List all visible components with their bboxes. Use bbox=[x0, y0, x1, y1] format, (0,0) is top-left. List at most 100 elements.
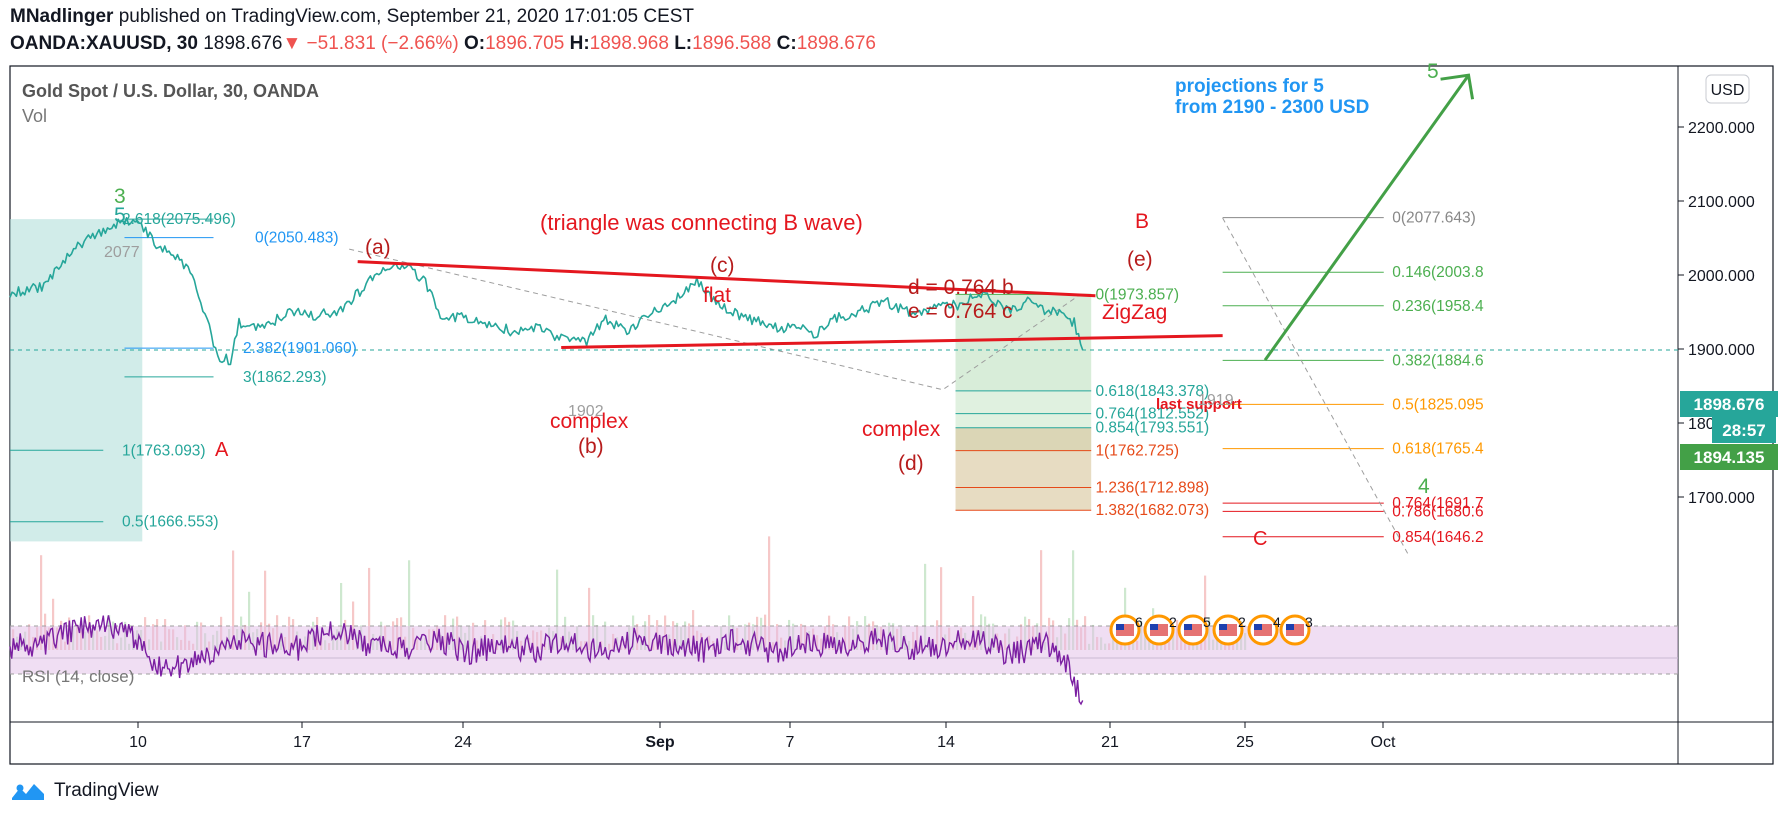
countdown-tag bbox=[1712, 417, 1776, 443]
fib-label: 0(2050.483) bbox=[255, 230, 339, 247]
complex-b-label: complex bbox=[550, 410, 629, 433]
fib-label: 0.618(1765.4 bbox=[1392, 441, 1484, 458]
countdown-text: 28:57 bbox=[1722, 421, 1765, 440]
wave-connector bbox=[349, 248, 1079, 391]
fib-label: 0(1973.857) bbox=[1095, 286, 1179, 303]
down-arrow-icon: ▼ bbox=[282, 33, 302, 54]
wave-4-label: 4 bbox=[1418, 475, 1430, 498]
legend-rsi: RSI (14, close) bbox=[22, 667, 134, 686]
wave-b-label: (b) bbox=[578, 435, 604, 458]
volume-bar bbox=[248, 591, 251, 650]
event-count[interactable]: 5 bbox=[1203, 614, 1211, 630]
event-count[interactable]: 3 bbox=[1305, 614, 1313, 630]
legend-title: Gold Spot / U.S. Dollar, 30, OANDA bbox=[22, 81, 319, 101]
y-tick-label: 2100.000 bbox=[1688, 194, 1755, 211]
legend-vol: Vol bbox=[22, 106, 47, 126]
projection-arrowhead[interactable] bbox=[1440, 73, 1475, 100]
triangle-lower-line[interactable] bbox=[561, 334, 1223, 350]
current-price-text: 1898.676 bbox=[1694, 395, 1765, 414]
open-label: O: bbox=[463, 33, 486, 54]
projection-arrow-line[interactable] bbox=[1263, 74, 1470, 361]
currency-button[interactable]: USD bbox=[1705, 74, 1750, 104]
wave-a-label: (a) bbox=[365, 236, 391, 259]
volume-bar bbox=[340, 582, 343, 650]
price-tags: 1898.676 28:57 1894.135 bbox=[1680, 391, 1778, 470]
economic-events[interactable]: 6 2 5 2 4 3 bbox=[1109, 614, 1313, 646]
x-tick-label: Sep bbox=[645, 734, 675, 751]
volume-bar bbox=[264, 570, 267, 650]
volume-bar bbox=[588, 587, 591, 650]
event-count[interactable]: 2 bbox=[1169, 614, 1177, 630]
wave-e-label: (e) bbox=[1127, 248, 1153, 271]
flag-canton bbox=[1150, 624, 1158, 630]
rsi-pane bbox=[9, 615, 1678, 706]
x-tick-label: 7 bbox=[786, 734, 795, 751]
target-zone bbox=[955, 294, 1092, 391]
economic-event-flag[interactable]: 5 bbox=[1177, 614, 1211, 646]
high-value: 1898.968 bbox=[589, 33, 669, 54]
economic-event-flag[interactable]: 6 bbox=[1109, 614, 1143, 646]
target-zone-low bbox=[955, 427, 1092, 511]
volume-bar bbox=[972, 596, 975, 650]
fib-label: 0.5(1666.553) bbox=[122, 514, 219, 531]
high-label: H: bbox=[569, 33, 590, 54]
fib-label: 0.764(1691.7 bbox=[1392, 495, 1483, 512]
fib-label: 0.764(1812.552) bbox=[1095, 406, 1209, 423]
annotations: projections for 5 from 2190 - 2300 USD (… bbox=[104, 60, 1439, 550]
economic-event-flag[interactable]: 4 bbox=[1247, 614, 1281, 646]
fib-label: 0.236(1958.4 bbox=[1392, 298, 1484, 315]
y-tick-label: 1900.000 bbox=[1688, 342, 1755, 359]
flag-canton bbox=[1184, 624, 1192, 630]
wave-5-top-label: 5 bbox=[1427, 60, 1439, 83]
x-tick-label: 17 bbox=[293, 734, 311, 751]
economic-event-flag[interactable]: 2 bbox=[1212, 614, 1246, 646]
close-label: C: bbox=[776, 33, 797, 54]
wave-c-label: (c) bbox=[710, 254, 735, 277]
rsi-band bbox=[10, 626, 1678, 674]
fib-label: 2.618(2075.496) bbox=[122, 211, 236, 228]
event-count[interactable]: 2 bbox=[1238, 614, 1246, 630]
y-tick-label: 2200.000 bbox=[1688, 120, 1755, 137]
volume-bar bbox=[232, 550, 235, 650]
fib-label: 0.854(1793.551) bbox=[1095, 420, 1209, 437]
economic-event-flag[interactable]: 3 bbox=[1279, 614, 1313, 646]
ratio-d-label: d = 0.764 b bbox=[908, 276, 1014, 299]
footer-brand[interactable]: TradingView bbox=[54, 780, 159, 801]
published-text: published on TradingView.com, September … bbox=[118, 6, 695, 27]
fib-connector bbox=[1222, 217, 1410, 557]
close-value: 1898.676 bbox=[796, 33, 876, 54]
x-tick-label: Oct bbox=[1371, 734, 1396, 751]
low-value: 1896.588 bbox=[692, 33, 772, 54]
economic-event-flag[interactable]: 2 bbox=[1143, 614, 1177, 646]
trendlines[interactable] bbox=[357, 73, 1475, 361]
price-1919-label: 1919 bbox=[1198, 392, 1234, 409]
x-tick-label: 14 bbox=[937, 734, 955, 751]
wave-3-label: 3 bbox=[114, 185, 126, 208]
tradingview-logo-icon[interactable] bbox=[10, 780, 48, 802]
zigzag-label: ZigZag bbox=[1102, 301, 1167, 324]
fib-label: 0.618(1843.378) bbox=[1095, 383, 1209, 400]
event-count[interactable]: 6 bbox=[1135, 614, 1143, 630]
volume-bar bbox=[352, 601, 355, 650]
secondary-price-text: 1894.135 bbox=[1694, 448, 1765, 467]
fib-zone-left bbox=[10, 219, 143, 542]
x-tick-label: 24 bbox=[454, 734, 472, 751]
author-name[interactable]: MNadlinger bbox=[10, 6, 114, 27]
fib-label: 1.382(1682.073) bbox=[1095, 502, 1209, 519]
x-tick-label: 25 bbox=[1236, 734, 1254, 751]
flag-canton bbox=[1286, 624, 1294, 630]
currency-button-label[interactable]: USD bbox=[1711, 82, 1745, 99]
x-tick-label: 21 bbox=[1101, 734, 1119, 751]
price-2077-label: 2077 bbox=[104, 244, 140, 261]
triangle-upper-line[interactable] bbox=[357, 260, 1096, 298]
complex-d-label: complex bbox=[862, 418, 941, 441]
fib-label: 1(1762.725) bbox=[1095, 443, 1179, 460]
open-value: 1896.705 bbox=[485, 33, 565, 54]
wave-d-label: (d) bbox=[898, 452, 924, 475]
currency-button-frame[interactable] bbox=[1705, 74, 1750, 104]
volume-bar bbox=[940, 567, 943, 650]
x-tick-label: 10 bbox=[129, 734, 147, 751]
event-count[interactable]: 4 bbox=[1273, 614, 1281, 630]
volume-bar bbox=[408, 560, 411, 650]
